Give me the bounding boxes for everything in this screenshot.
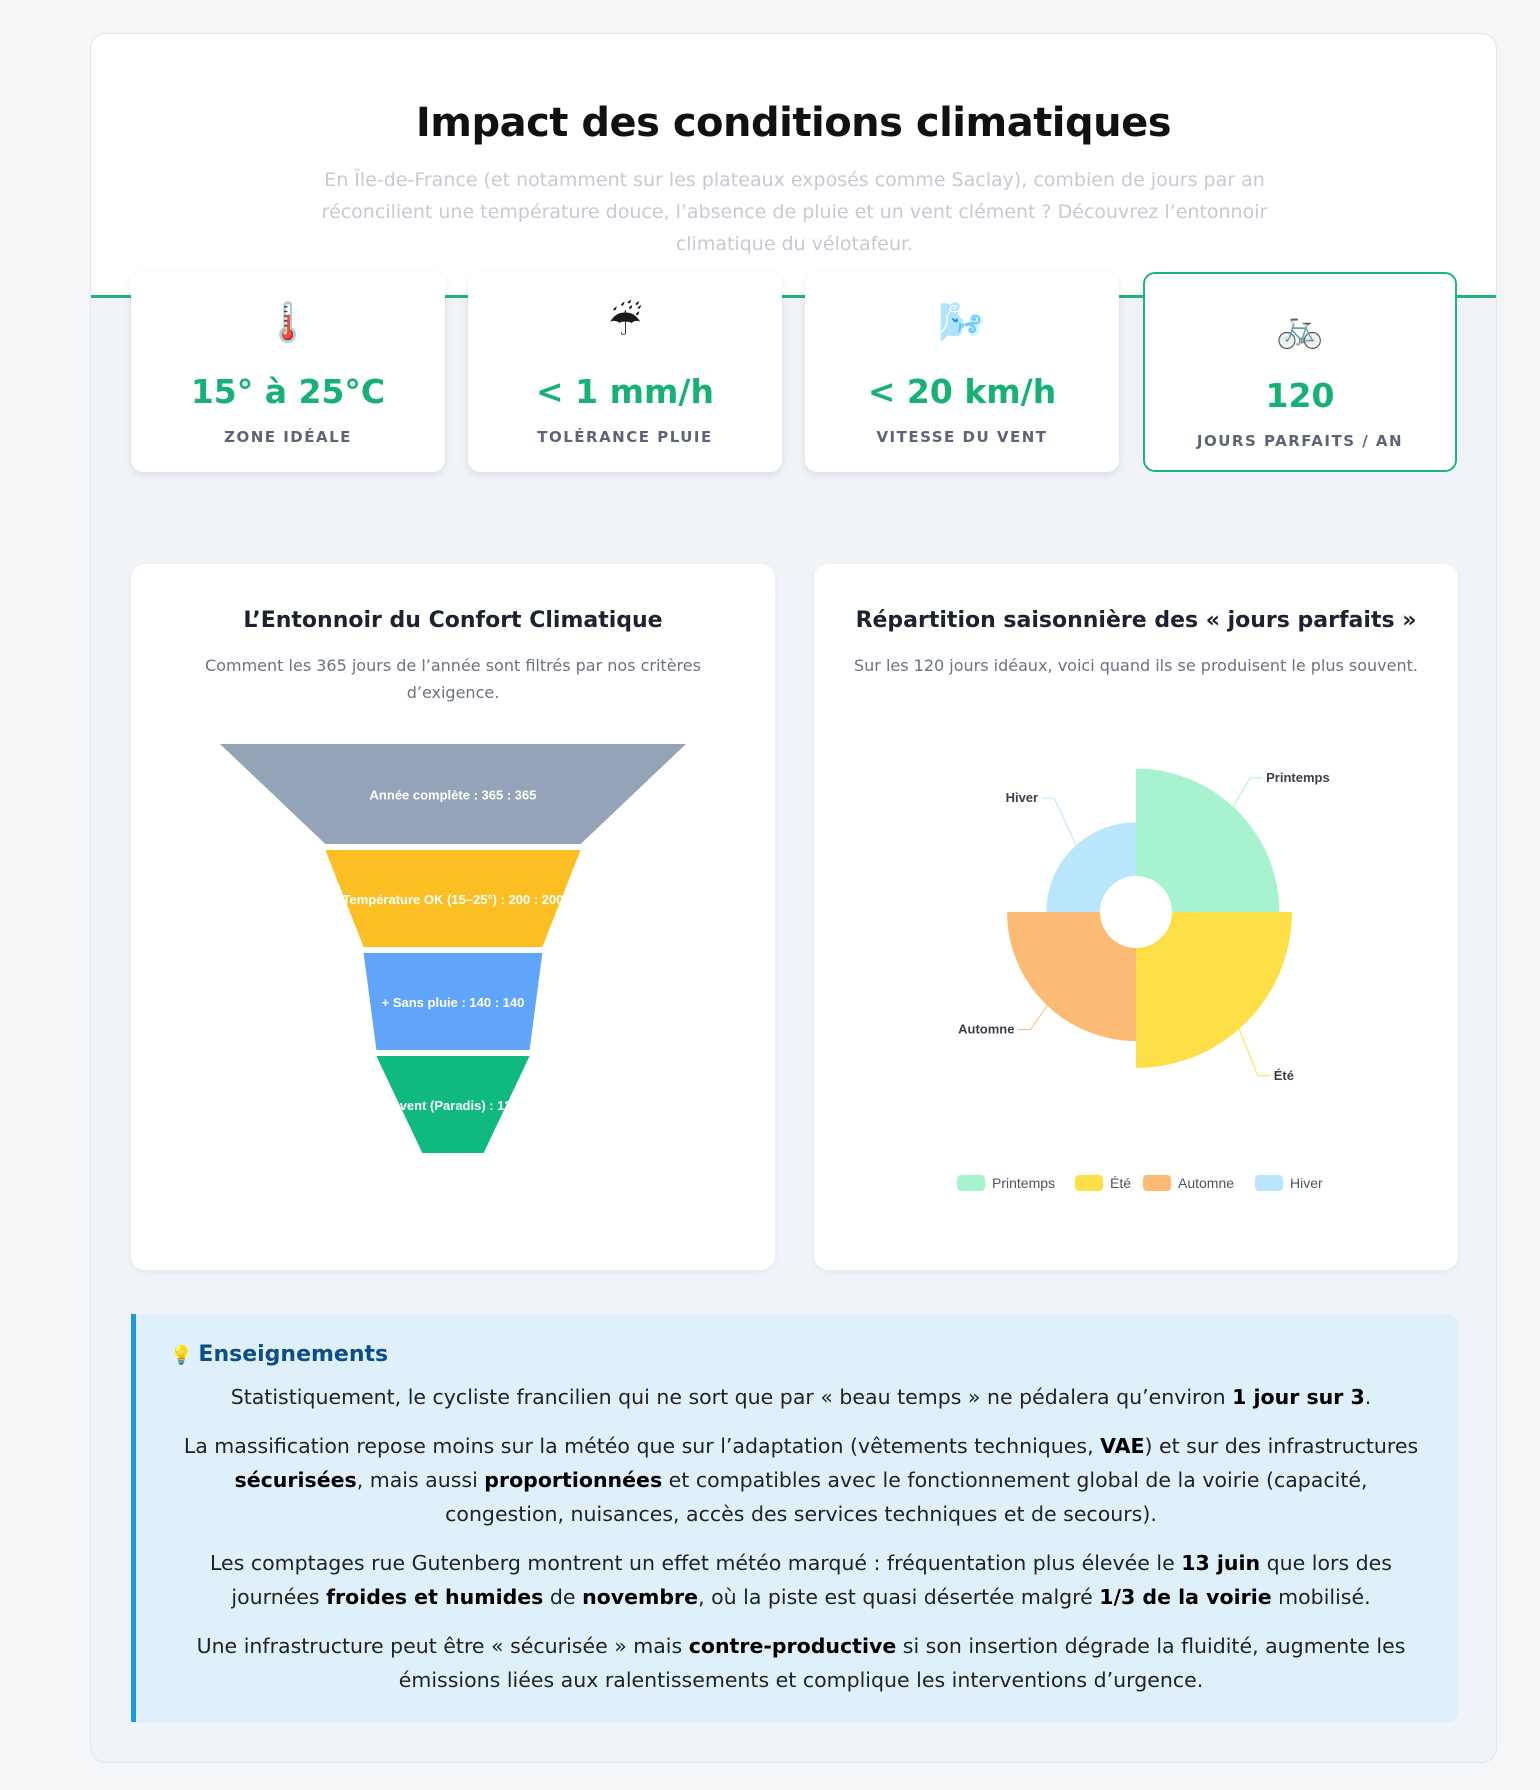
insight-emphasis: 13 juin	[1181, 1551, 1261, 1575]
insight-text: Statistiquement, le cycliste francilien …	[230, 1385, 1233, 1409]
kpi-row: 🌡️ 15° à 25°C ZONE IDÉALE ☔ < 1 mm/h TOL…	[131, 272, 1458, 472]
page-title: Impact des conditions climatiques	[415, 100, 1172, 146]
funnel-segment	[376, 1056, 530, 1153]
funnel-segment	[220, 744, 686, 844]
insight-emphasis: froides et humides	[326, 1585, 544, 1609]
legend-label: Hiver	[1290, 1175, 1323, 1191]
funnel-segment	[325, 850, 581, 947]
kpi-card-rain: ☔ < 1 mm/h TOLÉRANCE PLUIE	[468, 272, 782, 472]
insight-paragraph: Une infrastructure peut être « sécurisée…	[176, 1629, 1426, 1697]
funnel-title: L’Entonnoir du Confort Climatique	[243, 608, 663, 633]
rose-slice	[1007, 912, 1136, 1041]
funnel-segment	[363, 953, 543, 1050]
insight-text: Une infrastructure peut être « sécurisée…	[196, 1634, 689, 1658]
insight-emphasis: contre-productive	[688, 1634, 897, 1658]
kpi-label: ZONE IDÉALE	[224, 428, 352, 446]
legend-label: Printemps	[992, 1175, 1055, 1191]
insight-emphasis: 1 jour sur 3	[1232, 1385, 1365, 1409]
kpi-label: VITESSE DU VENT	[876, 428, 1048, 446]
insights-title: 💡 Enseignements	[170, 1342, 388, 1367]
season-card: Répartition saisonnière des « jours parf…	[814, 564, 1458, 1270]
rose-slice	[1136, 912, 1292, 1068]
page-header: Impact des conditions climatiques En Île…	[91, 34, 1496, 298]
funnel-label: Température OK (15–25°) : 200 : 200	[343, 892, 564, 907]
season-title: Répartition saisonnière des « jours parf…	[855, 608, 1417, 633]
funnel-chart: Année complète : 365 : 365 Température OK…	[220, 744, 686, 1153]
rose-label: Hiver	[1006, 790, 1039, 805]
page-container: Impact des conditions climatiques En Île…	[90, 33, 1497, 1763]
insight-text: et compatibles avec le fonctionnement gl…	[445, 1468, 1368, 1526]
umbrella-icon: ☔	[607, 300, 643, 344]
insight-text: La massification repose moins sur la mét…	[183, 1434, 1101, 1458]
legend-swatch	[957, 1175, 985, 1191]
insight-text: si son insertion dégrade la fluidité, au…	[398, 1634, 1406, 1692]
kpi-label: TOLÉRANCE PLUIE	[537, 428, 713, 446]
insight-text: que lors des journées	[231, 1551, 1392, 1609]
rose-leader-line	[1229, 1005, 1270, 1077]
kpi-label: JOURS PARFAITS / AN	[1196, 432, 1404, 450]
rose-leader-line	[1221, 777, 1263, 827]
funnel-label: Année complète : 365 : 365	[370, 788, 537, 803]
rose-label: Printemps	[1266, 770, 1330, 785]
funnel-card: L’Entonnoir du Confort Climatique Commen…	[131, 564, 775, 1270]
insight-emphasis: sécurisées	[234, 1468, 357, 1492]
legend-label: Automne	[1178, 1175, 1234, 1191]
insight-paragraph: La massification repose moins sur la mét…	[176, 1429, 1426, 1531]
kpi-value: 120	[1265, 376, 1335, 415]
legend-swatch	[1255, 1175, 1283, 1191]
season-rose-chart: Printemps Été Automne Hiver Printemps Été Auto…	[957, 768, 1330, 1191]
insight-text: , mais aussi	[356, 1468, 485, 1492]
insight-emphasis: novembre	[582, 1585, 699, 1609]
thermometer-icon: 🌡️	[264, 300, 312, 344]
insight-paragraph: Statistiquement, le cycliste francilien …	[176, 1380, 1426, 1414]
insight-text: Les comptages rue Gutenberg montrent un …	[210, 1551, 1182, 1575]
insights-body: Statistiquement, le cycliste francilien …	[176, 1380, 1426, 1712]
kpi-card-perfect-days: 🚲 120 JOURS PARFAITS / AN	[1143, 272, 1457, 472]
kpi-value: < 1 mm/h	[536, 372, 714, 411]
insight-emphasis: VAE	[1100, 1434, 1145, 1458]
insights-box: 💡 Enseignements Statistiquement, le cycli…	[131, 1314, 1458, 1722]
lightbulb-icon: 💡	[170, 1345, 193, 1366]
insight-text: , où la piste est quasi désertée malgré	[698, 1585, 1100, 1609]
rose-leader-line	[1018, 989, 1059, 1031]
rose-label: Été	[1274, 1068, 1294, 1083]
insight-text: .	[1364, 1385, 1372, 1409]
insight-paragraph: Les comptages rue Gutenberg montrent un …	[176, 1546, 1426, 1614]
legend-swatch	[1143, 1175, 1171, 1191]
insights-title-text: Enseignements	[198, 1342, 389, 1367]
legend-label: Été	[1110, 1175, 1131, 1191]
insight-text: ) et sur des infrastructures	[1144, 1434, 1419, 1458]
kpi-value: 15° à 25°C	[190, 372, 386, 411]
kpi-value: < 20 km/h	[867, 372, 1057, 411]
wind-icon: 🌬️	[938, 300, 986, 344]
insight-text: mobilisé.	[1271, 1585, 1371, 1609]
kpi-card-wind: 🌬️ < 20 km/h VITESSE DU VENT	[805, 272, 1119, 472]
rose-leader-line	[1042, 797, 1083, 859]
insight-emphasis: proportionnées	[484, 1468, 663, 1492]
legend-swatch	[1075, 1175, 1103, 1191]
funnel-label: + Sans vent (Paradis) : 120 : 120	[354, 1098, 552, 1113]
insight-emphasis: 1/3 de la voirie	[1099, 1585, 1272, 1609]
rose-slice	[1046, 822, 1136, 912]
funnel-label: + Sans pluie : 140 : 140	[382, 995, 525, 1010]
page-subtitle: En Île-de-France (et notamment sur les p…	[321, 169, 1268, 255]
kpi-card-temperature: 🌡️ 15° à 25°C ZONE IDÉALE	[131, 272, 445, 472]
bicycle-icon: 🚲	[1276, 306, 1324, 350]
insight-text: de	[543, 1585, 583, 1609]
season-subtitle: Sur les 120 jours idéaux, voici quand il…	[853, 656, 1418, 675]
rose-label: Automne	[958, 1022, 1014, 1037]
funnel-subtitle: Comment les 365 jours de l’année sont fi…	[205, 656, 701, 702]
rose-slice	[1136, 768, 1280, 912]
